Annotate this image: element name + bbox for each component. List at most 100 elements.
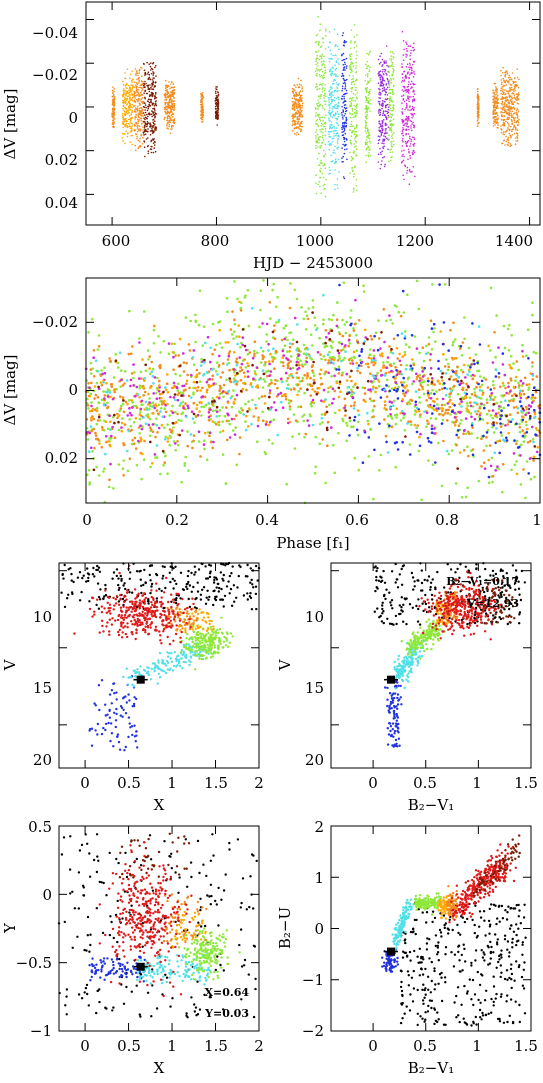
lightcurve-point bbox=[170, 86, 173, 88]
lightcurve-point bbox=[126, 135, 129, 138]
lightcurve-point bbox=[324, 121, 327, 124]
lightcurve-point bbox=[331, 66, 334, 69]
phase-point bbox=[257, 416, 260, 419]
lightcurve-point bbox=[392, 56, 395, 58]
lightcurve-point bbox=[367, 137, 370, 139]
lightcurve-point bbox=[141, 102, 144, 104]
phase-point bbox=[399, 363, 403, 367]
phase-point bbox=[218, 320, 222, 323]
lightcurve-point bbox=[325, 28, 327, 31]
lightcurve-point bbox=[173, 108, 176, 110]
lightcurve-point bbox=[150, 69, 152, 71]
lightcurve-point bbox=[171, 128, 173, 130]
lightcurve-point bbox=[315, 103, 318, 105]
lightcurve-point bbox=[336, 129, 338, 132]
phase-point bbox=[150, 360, 153, 364]
phase-point bbox=[309, 394, 313, 397]
lightcurve-point bbox=[166, 93, 169, 95]
lightcurve-point bbox=[301, 90, 304, 92]
lightcurve-point bbox=[140, 101, 143, 103]
lightcurve-point bbox=[403, 178, 405, 181]
lightcurve-point bbox=[510, 144, 513, 147]
lightcurve-point bbox=[137, 139, 140, 142]
lightcurve-point bbox=[314, 70, 317, 73]
lightcurve-point bbox=[328, 113, 331, 115]
lightcurve-point bbox=[126, 90, 128, 92]
phase-point bbox=[87, 468, 91, 472]
lightcurve-point bbox=[378, 120, 381, 122]
lightcurve-point bbox=[320, 159, 322, 162]
phase-point bbox=[499, 385, 502, 389]
phase-point bbox=[512, 362, 515, 365]
lightcurve-point bbox=[413, 151, 416, 154]
lightcurve-point bbox=[364, 120, 367, 122]
lightcurve-point bbox=[356, 124, 359, 126]
lightcurve-point bbox=[503, 121, 505, 124]
phase-point bbox=[303, 363, 307, 366]
lightcurve-point bbox=[169, 116, 172, 119]
phase-point bbox=[283, 344, 287, 348]
lightcurve-point bbox=[379, 113, 382, 116]
lightcurve-point bbox=[516, 129, 519, 131]
lightcurve-point bbox=[497, 126, 499, 129]
lightcurve-point bbox=[331, 107, 334, 110]
lightcurve-point bbox=[365, 97, 368, 100]
lightcurve-point bbox=[152, 61, 155, 64]
lightcurve-point bbox=[509, 145, 512, 148]
lightcurve-point bbox=[366, 143, 368, 145]
lightcurve-point bbox=[336, 123, 339, 125]
phase-point bbox=[448, 393, 451, 396]
lightcurve-point bbox=[297, 126, 299, 128]
lightcurve-point bbox=[315, 83, 318, 86]
phase-point bbox=[273, 324, 276, 327]
phase-point bbox=[233, 398, 237, 401]
lightcurve-point bbox=[355, 111, 358, 113]
lightcurve-point bbox=[391, 88, 394, 91]
lightcurve-point bbox=[500, 79, 503, 81]
lightcurve-point bbox=[492, 122, 495, 125]
lightcurve-point bbox=[379, 88, 381, 91]
phase-point bbox=[425, 425, 428, 429]
lightcurve-point bbox=[137, 146, 140, 148]
phase-point bbox=[314, 435, 318, 439]
phase-point bbox=[347, 344, 351, 348]
lightcurve-point bbox=[333, 28, 336, 31]
lightcurve-point bbox=[217, 105, 220, 107]
lightcurve-point bbox=[345, 89, 348, 92]
phase-point bbox=[338, 332, 342, 336]
lightcurve-point bbox=[502, 72, 504, 74]
lightcurve-point bbox=[344, 100, 346, 102]
lightcurve-point bbox=[137, 74, 139, 77]
lightcurve-point bbox=[136, 90, 139, 93]
lightcurve-point bbox=[141, 109, 143, 112]
phase-point bbox=[261, 357, 265, 361]
phase-point bbox=[445, 358, 448, 361]
phase-point bbox=[292, 387, 296, 390]
lightcurve-point bbox=[492, 116, 495, 119]
lightcurve-point bbox=[329, 106, 331, 109]
phase-point bbox=[158, 392, 162, 396]
phase-point bbox=[324, 329, 328, 332]
phase-point bbox=[267, 438, 271, 442]
phase-point bbox=[479, 375, 482, 378]
phase-point bbox=[520, 443, 523, 447]
lightcurve-point bbox=[341, 116, 344, 118]
lightcurve-point bbox=[149, 65, 152, 68]
lightcurve-point bbox=[164, 116, 166, 119]
phase-point bbox=[449, 328, 452, 332]
phase-point bbox=[388, 345, 391, 348]
lightcurve-point bbox=[496, 99, 499, 101]
lightcurve-point bbox=[410, 72, 413, 74]
lightcurve-point bbox=[328, 166, 331, 169]
lightcurve-point bbox=[379, 109, 382, 111]
lightcurve-point bbox=[132, 86, 134, 89]
lightcurve-point bbox=[138, 72, 140, 74]
lightcurve-point bbox=[405, 119, 408, 121]
phase-point bbox=[174, 372, 177, 376]
lightcurve-point bbox=[356, 189, 358, 192]
lightcurve-point bbox=[413, 73, 416, 75]
phase-point bbox=[274, 305, 278, 309]
lightcurve-point bbox=[316, 141, 319, 144]
phase-point bbox=[201, 344, 204, 347]
lightcurve-point bbox=[368, 156, 370, 158]
